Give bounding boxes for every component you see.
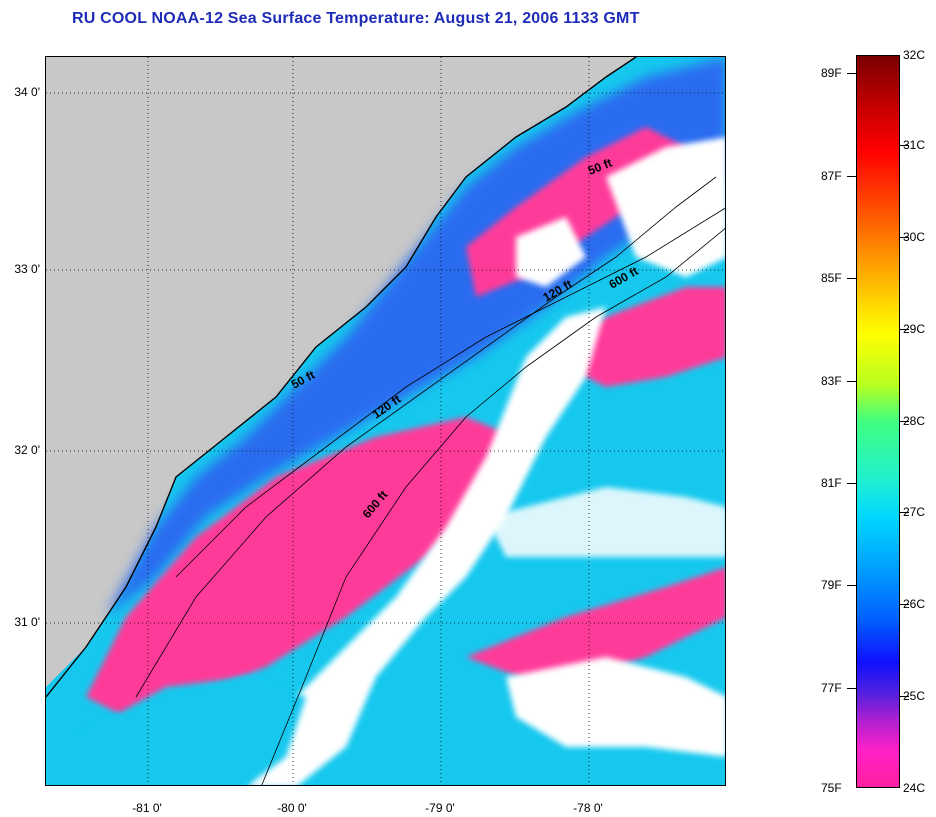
c-label-28: 28C: [903, 414, 926, 428]
c-label-27: 27C: [903, 505, 926, 519]
lon-label-78: -78 0': [573, 801, 603, 815]
isobath-120ft: [175, 207, 725, 578]
lon-label-79: -79 0': [425, 801, 455, 815]
f-label-75: 75F: [821, 781, 842, 795]
c-label-32: 32C: [903, 48, 926, 62]
f-label-89: 89F: [821, 66, 842, 80]
f-label-81: 81F: [821, 476, 842, 490]
cloud-mask-northeast: [606, 137, 725, 277]
f-label-79: 79F: [821, 578, 842, 592]
cool-water-patch: [86, 417, 516, 717]
lat-label-32: 32 0': [14, 443, 40, 457]
cool-water-streak-south: [466, 567, 725, 687]
sst-map-canvas: 50 ft 120 ft 600 ft 50 ft 120 ft 600 ft: [46, 57, 725, 785]
f-label-83: 83F: [821, 374, 842, 388]
f-label-87: 87F: [821, 169, 842, 183]
c-label-26: 26C: [903, 597, 926, 611]
lat-label-33: 33 0': [14, 262, 40, 276]
lon-label-80: -80 0': [277, 801, 307, 815]
cloud-mask-north: [516, 217, 586, 287]
warm-water-southwest: [76, 677, 306, 785]
c-label-29: 29C: [903, 322, 926, 336]
cloud-mask-east: [486, 487, 725, 557]
coastline: [46, 57, 637, 698]
f-label-77: 77F: [821, 681, 842, 695]
c-label-25: 25C: [903, 689, 926, 703]
c-label-30: 30C: [903, 230, 926, 244]
f-label-85: 85F: [821, 271, 842, 285]
isobath-50ft: [135, 176, 717, 698]
lat-label-31: 31 0': [14, 615, 40, 629]
cloud-mask-south: [506, 657, 725, 757]
c-label-24: 24C: [903, 781, 926, 795]
cloud-mask-central: [246, 307, 606, 785]
sst-map[interactable]: 50 ft 120 ft 600 ft 50 ft 120 ft 600 ft: [45, 56, 726, 786]
lon-label-81: -81 0': [132, 801, 162, 815]
c-label-31: 31C: [903, 138, 926, 152]
cool-water-streak-east: [546, 287, 725, 387]
map-title: RU COOL NOAA-12 Sea Surface Temperature:…: [72, 10, 640, 27]
temperature-colorbar: [856, 55, 900, 788]
isobath-600ft: [261, 228, 725, 785]
lat-label-34: 34 0': [14, 85, 40, 99]
graticule: [46, 57, 725, 785]
